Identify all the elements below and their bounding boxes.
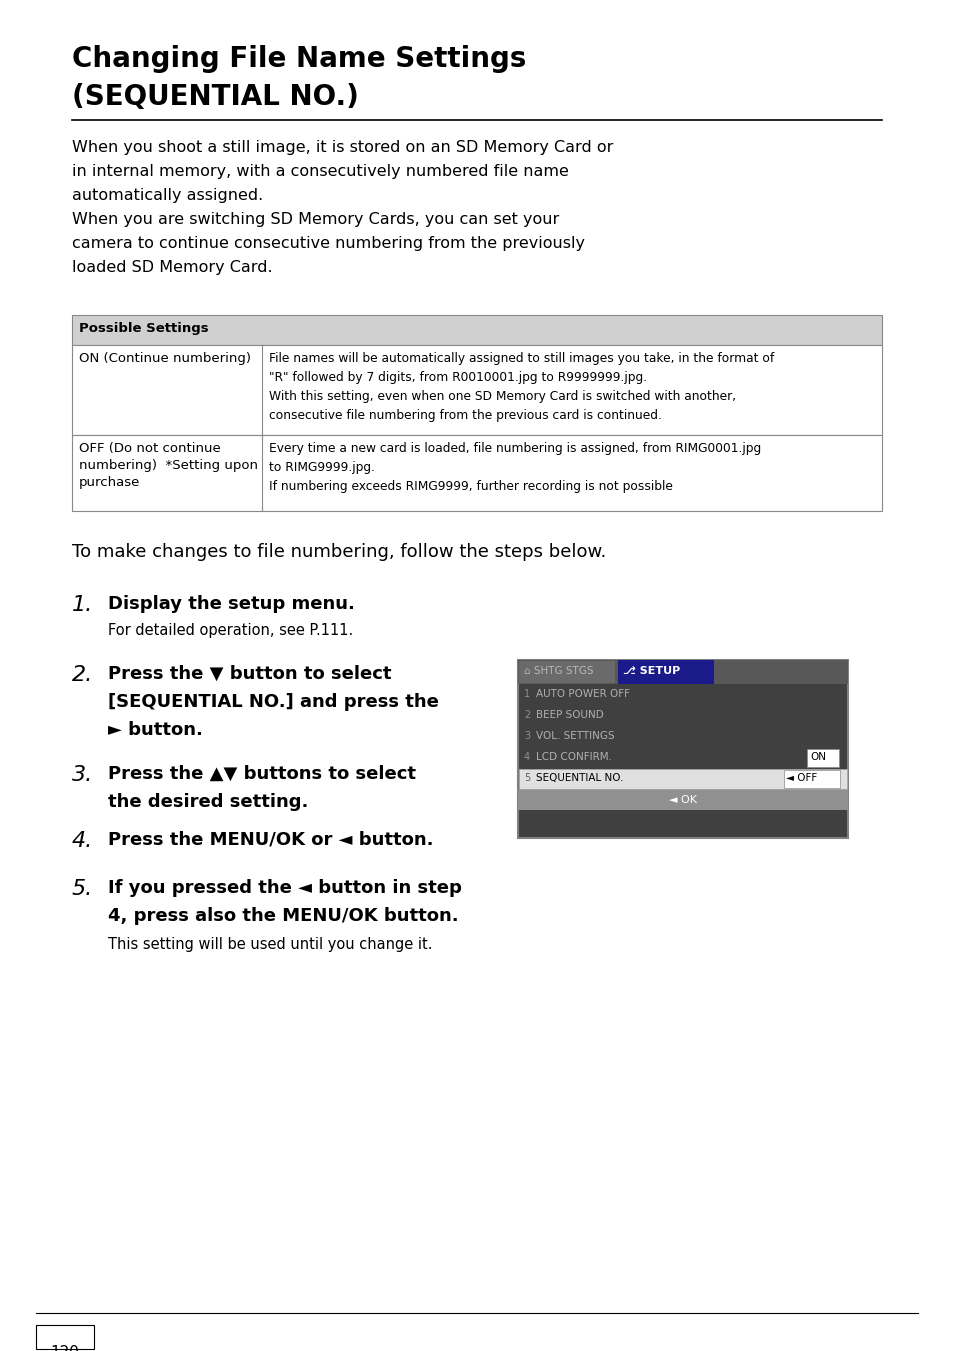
Text: 120: 120 bbox=[51, 1346, 79, 1351]
Text: in internal memory, with a consecutively numbered file name: in internal memory, with a consecutively… bbox=[71, 163, 568, 178]
Text: ► button.: ► button. bbox=[108, 721, 203, 739]
Text: ON (Continue numbering): ON (Continue numbering) bbox=[79, 353, 251, 365]
Text: ◄ OFF: ◄ OFF bbox=[785, 773, 817, 784]
Text: "R" followed by 7 digits, from R0010001.jpg to R9999999.jpg.: "R" followed by 7 digits, from R0010001.… bbox=[269, 372, 646, 384]
Bar bbox=[806, 748, 838, 767]
Text: SEQUENTIAL NO.: SEQUENTIAL NO. bbox=[536, 773, 623, 784]
Text: File names will be automatically assigned to still images you take, in the forma: File names will be automatically assigne… bbox=[269, 353, 774, 365]
Text: If numbering exceeds RIMG9999, further recording is not possible: If numbering exceeds RIMG9999, further r… bbox=[269, 480, 672, 493]
Text: [SEQUENTIAL NO.] and press the: [SEQUENTIAL NO.] and press the bbox=[108, 693, 438, 711]
Text: Changing File Name Settings: Changing File Name Settings bbox=[71, 45, 526, 73]
Bar bbox=[783, 770, 840, 788]
Text: ⎇ SETUP: ⎇ SETUP bbox=[622, 666, 679, 676]
Text: Press the ▲▼ buttons to select: Press the ▲▼ buttons to select bbox=[108, 765, 416, 784]
Text: With this setting, even when one SD Memory Card is switched with another,: With this setting, even when one SD Memo… bbox=[269, 390, 736, 403]
Text: 4, press also the MENU/OK button.: 4, press also the MENU/OK button. bbox=[108, 907, 458, 925]
Bar bbox=[618, 661, 713, 684]
Text: Press the MENU/OK or ◄ button.: Press the MENU/OK or ◄ button. bbox=[108, 831, 433, 848]
Text: 2.: 2. bbox=[71, 665, 93, 685]
Text: camera to continue consecutive numbering from the previously: camera to continue consecutive numbering… bbox=[71, 236, 584, 251]
Text: OFF (Do not continue: OFF (Do not continue bbox=[79, 442, 220, 455]
Text: To make changes to file numbering, follow the steps below.: To make changes to file numbering, follo… bbox=[71, 543, 606, 561]
Text: AUTO POWER OFF: AUTO POWER OFF bbox=[536, 689, 629, 698]
Text: the desired setting.: the desired setting. bbox=[108, 793, 308, 811]
Text: 2: 2 bbox=[523, 711, 530, 720]
Text: Display the setup menu.: Display the setup menu. bbox=[108, 594, 355, 613]
Text: BEEP SOUND: BEEP SOUND bbox=[536, 711, 603, 720]
Bar bbox=[518, 769, 846, 789]
Text: When you shoot a still image, it is stored on an SD Memory Card or: When you shoot a still image, it is stor… bbox=[71, 141, 613, 155]
Text: VOL. SETTINGS: VOL. SETTINGS bbox=[536, 731, 614, 740]
Text: 4.: 4. bbox=[71, 831, 93, 851]
Text: For detailed operation, see P.111.: For detailed operation, see P.111. bbox=[108, 623, 353, 638]
Text: purchase: purchase bbox=[79, 476, 140, 489]
Text: consecutive file numbering from the previous card is continued.: consecutive file numbering from the prev… bbox=[269, 409, 661, 422]
Bar bbox=[518, 661, 615, 684]
Text: 5: 5 bbox=[523, 773, 530, 784]
Text: to RIMG9999.jpg.: to RIMG9999.jpg. bbox=[269, 461, 375, 474]
Bar bbox=[36, 1325, 94, 1350]
Text: automatically assigned.: automatically assigned. bbox=[71, 188, 263, 203]
Text: ON: ON bbox=[809, 753, 825, 762]
Text: (SEQUENTIAL NO.): (SEQUENTIAL NO.) bbox=[71, 82, 358, 111]
Text: Press the ▼ button to select: Press the ▼ button to select bbox=[108, 665, 391, 684]
Bar bbox=[71, 315, 882, 345]
Text: ⌂ SHTG STGS: ⌂ SHTG STGS bbox=[523, 666, 593, 676]
Bar bbox=[517, 661, 847, 838]
Text: Possible Settings: Possible Settings bbox=[79, 322, 209, 335]
Text: loaded SD Memory Card.: loaded SD Memory Card. bbox=[71, 259, 273, 276]
Text: 3.: 3. bbox=[71, 765, 93, 785]
Bar bbox=[71, 435, 882, 511]
Text: 3: 3 bbox=[523, 731, 530, 740]
Bar bbox=[517, 661, 847, 684]
Text: This setting will be used until you change it.: This setting will be used until you chan… bbox=[108, 938, 432, 952]
Bar bbox=[517, 790, 847, 811]
Text: If you pressed the ◄ button in step: If you pressed the ◄ button in step bbox=[108, 880, 461, 897]
Text: ◄ OK: ◄ OK bbox=[668, 794, 697, 805]
Text: LCD CONFIRM.: LCD CONFIRM. bbox=[536, 753, 612, 762]
Text: 5.: 5. bbox=[71, 880, 93, 898]
Text: 4: 4 bbox=[523, 753, 530, 762]
Text: When you are switching SD Memory Cards, you can set your: When you are switching SD Memory Cards, … bbox=[71, 212, 558, 227]
Bar bbox=[71, 345, 882, 435]
Text: 1: 1 bbox=[523, 689, 530, 698]
Text: numbering)  *Setting upon: numbering) *Setting upon bbox=[79, 459, 257, 471]
Text: Every time a new card is loaded, file numbering is assigned, from RIMG0001.jpg: Every time a new card is loaded, file nu… bbox=[269, 442, 760, 455]
Text: 1.: 1. bbox=[71, 594, 93, 615]
